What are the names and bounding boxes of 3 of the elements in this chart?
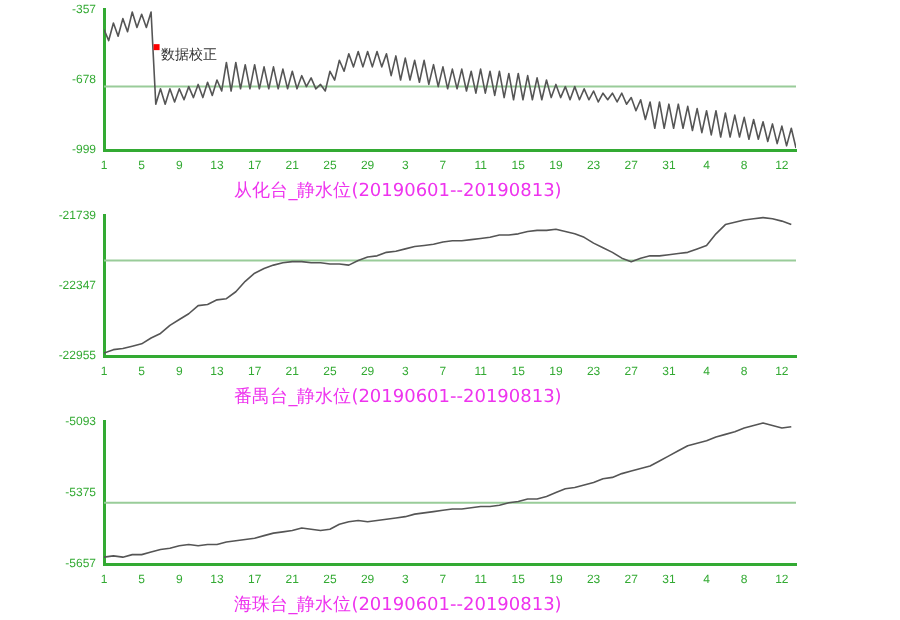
text: 番禺台_静水位(20190601--20190813) bbox=[234, 385, 562, 408]
text: 从化台_静水位(20190601--20190813) bbox=[234, 179, 562, 202]
text: 海珠台_静水位(20190601--20190813) bbox=[234, 593, 562, 616]
